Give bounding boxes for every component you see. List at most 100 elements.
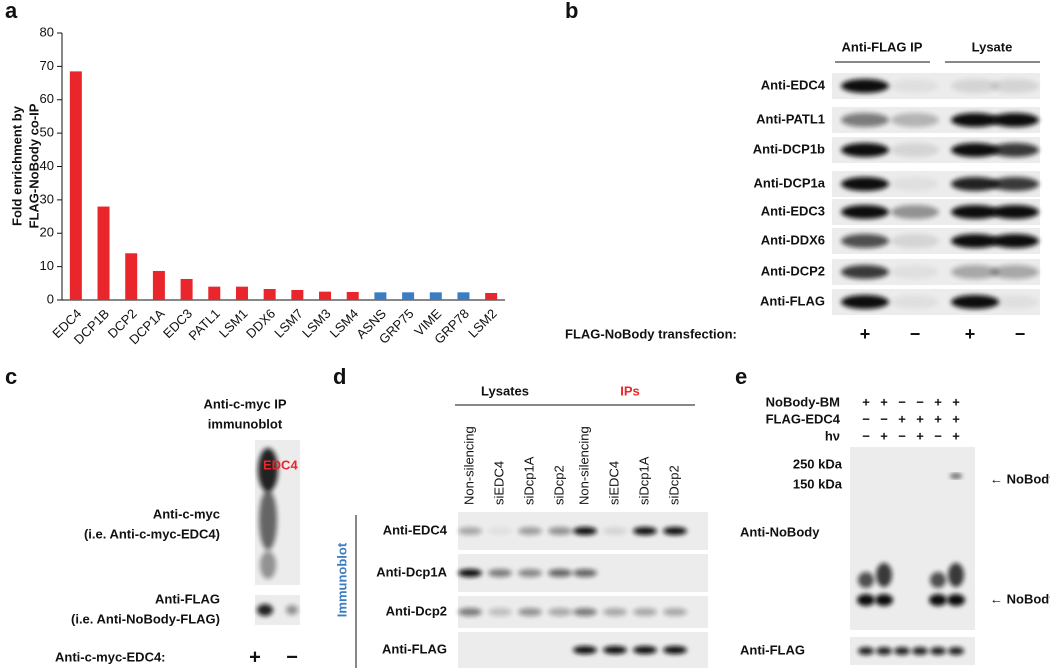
marker-label: 250 kDa — [793, 456, 843, 471]
band — [951, 205, 999, 219]
band — [633, 608, 657, 616]
row-label: Anti-PATL1 — [756, 111, 825, 126]
sign: − — [286, 646, 298, 668]
band — [950, 474, 962, 478]
band — [891, 143, 939, 157]
x-tick-label: LSM2 — [465, 306, 500, 341]
sign: + — [916, 411, 924, 426]
band — [841, 143, 889, 157]
band — [891, 295, 939, 309]
band — [951, 295, 999, 309]
bar — [291, 289, 304, 300]
bar — [263, 288, 276, 300]
sign: + — [952, 411, 960, 426]
sign: + — [965, 324, 976, 344]
band — [841, 79, 889, 93]
header: immunoblot — [208, 416, 283, 431]
sign: − — [880, 411, 888, 426]
band — [930, 647, 946, 655]
row-label: Anti-DDX6 — [761, 232, 825, 247]
lane-label: siEDC4 — [491, 461, 506, 505]
band — [951, 143, 999, 157]
band — [518, 527, 542, 535]
sign: + — [249, 646, 261, 668]
band — [951, 177, 999, 191]
band — [573, 608, 597, 616]
x-tick-label: PATL1 — [185, 306, 222, 343]
row-label: Anti-Dcp2 — [386, 603, 447, 618]
band — [603, 527, 627, 535]
band — [633, 527, 657, 535]
lane-label: Non-silencing — [461, 426, 476, 505]
band — [876, 563, 892, 587]
arrow-label: ← NoBody — [990, 471, 1050, 486]
y-tick-label: 40 — [40, 158, 54, 173]
x-tick-label: DDX6 — [243, 306, 278, 341]
bar — [485, 292, 498, 300]
lane-label: siEDC4 — [606, 461, 621, 505]
row-label: Anti-c-myc — [153, 506, 220, 521]
side-label: Immunoblot — [334, 542, 349, 617]
bar — [429, 292, 442, 300]
y-tick-label: 20 — [40, 225, 54, 240]
sign: + — [952, 394, 960, 409]
band — [991, 265, 1039, 279]
y-tick-label: 0 — [47, 291, 54, 306]
band — [548, 608, 572, 616]
band — [260, 551, 276, 579]
bar — [97, 206, 110, 300]
arrow-label: ← NoBody — [990, 591, 1050, 606]
sign: + — [916, 428, 924, 443]
band — [948, 563, 964, 587]
row-label: Anti-Dcp1A — [376, 564, 447, 579]
lane-label: siDcp2 — [666, 465, 681, 505]
band — [991, 177, 1039, 191]
sign: + — [860, 324, 871, 344]
band — [991, 79, 1039, 93]
sign: + — [934, 411, 942, 426]
bar — [346, 291, 359, 300]
band — [548, 527, 572, 535]
band — [633, 646, 657, 654]
band — [841, 234, 889, 248]
bar — [180, 278, 193, 300]
panel-label: a — [5, 0, 18, 23]
band — [857, 594, 875, 606]
panel-label: d — [333, 364, 346, 389]
band — [488, 569, 512, 577]
bar — [402, 292, 415, 300]
x-tick-label: LSM1 — [216, 306, 251, 341]
band — [518, 608, 542, 616]
band — [258, 448, 278, 492]
band — [947, 594, 965, 606]
band — [991, 113, 1039, 127]
band — [488, 608, 512, 616]
y-axis-label: Fold enrichment by — [9, 105, 24, 226]
panel-label: e — [735, 364, 747, 389]
group-label: IPs — [620, 383, 640, 398]
band — [875, 594, 893, 606]
sign: + — [898, 411, 906, 426]
band — [841, 295, 889, 309]
condition-label: NoBody-BM — [766, 394, 840, 409]
header: Anti-FLAG IP — [842, 39, 923, 54]
row-label: Anti-DCP2 — [761, 263, 825, 278]
sign: − — [862, 411, 870, 426]
condition-label: Anti-c-myc-EDC4: — [55, 649, 166, 664]
band — [458, 608, 482, 616]
band — [573, 527, 597, 535]
y-tick-label: 10 — [40, 258, 54, 273]
band — [841, 177, 889, 191]
band — [663, 608, 687, 616]
band — [991, 234, 1039, 248]
panel-label: c — [5, 364, 17, 389]
sign: + — [880, 428, 888, 443]
band — [858, 572, 874, 588]
bar — [235, 286, 248, 300]
sign: − — [916, 394, 924, 409]
sign: + — [880, 394, 888, 409]
header: Anti-c-myc IP — [203, 396, 286, 411]
y-tick-label: 80 — [40, 24, 54, 39]
panel-label: b — [565, 0, 578, 23]
marker-label: 150 kDa — [793, 476, 843, 491]
